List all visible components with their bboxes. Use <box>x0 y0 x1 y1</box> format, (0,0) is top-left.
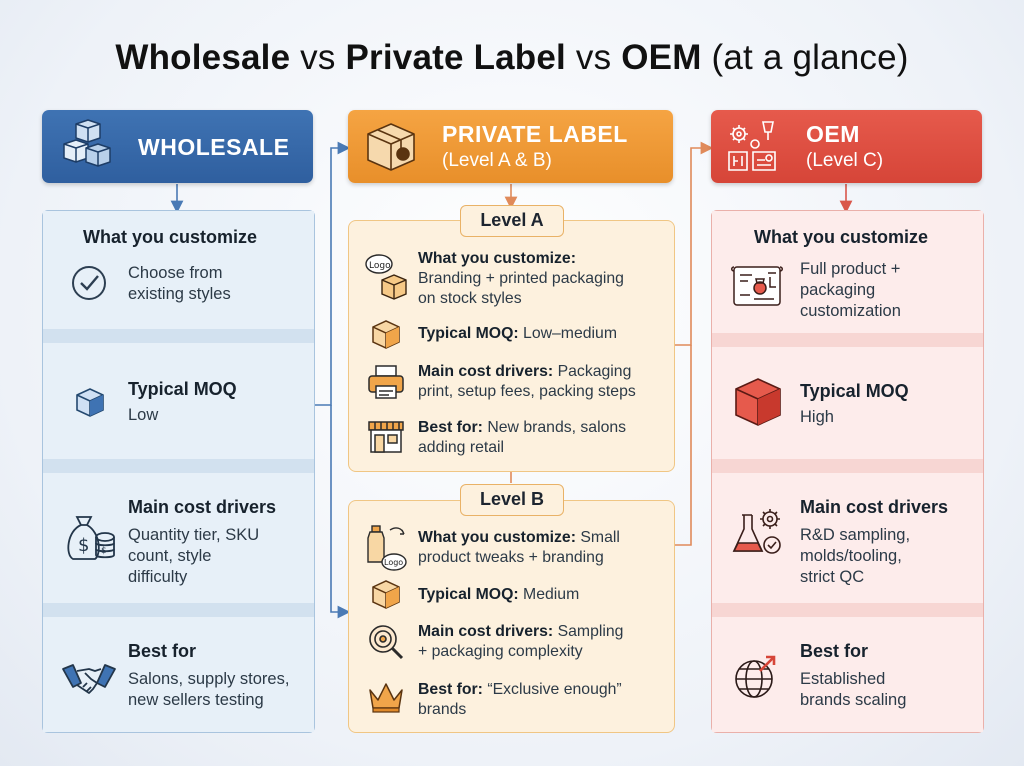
wholesale-to-private-connector <box>313 141 351 406</box>
oem-best-label: Best for <box>800 641 869 661</box>
oem-cost-label: Main cost drivers <box>800 497 949 517</box>
handshake-icon <box>62 664 116 694</box>
wholesale-customize-text: Choose from existing styles <box>128 264 231 303</box>
factory-gears-icon <box>728 121 776 171</box>
oem-header: OEM (Level C) <box>711 110 982 183</box>
branded-box-icon <box>367 123 415 171</box>
level-b-best: Best for: “Exclusive enough” brands <box>418 681 622 718</box>
small-box-icon <box>76 388 104 417</box>
box-icon <box>372 320 400 349</box>
level-b-badge: Level B <box>460 484 564 516</box>
stacked-boxes-icon <box>63 119 111 167</box>
checkmark-circle-icon <box>72 266 106 300</box>
svg-text:$: $ <box>78 535 89 556</box>
bottle-logo-icon: Logo <box>367 525 407 571</box>
level-a-best: Best for: New brands, salons adding reta… <box>418 419 627 456</box>
logo-box-icon: Logo <box>365 254 407 300</box>
svg-text:$: $ <box>101 546 107 556</box>
oem-moq-label: Typical MOQ <box>800 381 909 401</box>
private-label-header-title: PRIVATE LABEL <box>442 121 628 147</box>
wholesale-to-levelb-connector <box>330 405 351 619</box>
level-b-moq: Typical MOQ: Medium <box>418 586 580 603</box>
levelb-to-oem-connector <box>673 345 692 546</box>
oem-customize-text: Full product + packaging customization <box>800 260 901 320</box>
wholesale-cost-label: Main cost drivers <box>128 497 277 517</box>
crown-icon <box>369 683 403 713</box>
blueprint-icon <box>731 266 783 306</box>
oem-moq-section: Typical MOQ High <box>712 347 983 459</box>
storefront-icon <box>368 421 404 453</box>
oem-panel: What you customize Full product + packagi… <box>711 210 984 733</box>
private-to-oem-connector <box>673 141 714 346</box>
level-b-cost: Main cost drivers: Sampling + packaging … <box>418 623 624 660</box>
oem-customize-label: What you customize <box>754 227 929 247</box>
oem-header-subtitle: (Level C) <box>806 150 884 171</box>
svg-text:Logo: Logo <box>369 261 391 271</box>
large-box-icon <box>735 378 781 426</box>
wholesale-best-label: Best for <box>128 641 197 661</box>
printer-icon <box>368 365 404 399</box>
wholesale-header: WHOLESALE <box>42 110 313 183</box>
oem-moq-value: High <box>800 408 834 426</box>
magnifier-target-icon <box>369 625 404 660</box>
page-title: Wholesale vs Private Label vs OEM (at a … <box>115 38 909 77</box>
level-b-panel <box>348 500 675 733</box>
oem-customize-section: What you customize Full product + packagi… <box>712 211 983 333</box>
level-a-cost: Main cost drivers: Packaging print, setu… <box>418 363 636 400</box>
oem-header-title: OEM <box>806 121 860 147</box>
level-a-customize: What you customize: Branding + printed p… <box>418 250 624 307</box>
box-icon <box>372 580 400 609</box>
svg-text:Logo: Logo <box>384 558 403 567</box>
wholesale-cost-section: $ $ Main cost drivers Quantity tier, SKU… <box>43 473 314 603</box>
wholesale-cost-text: Quantity tier, SKU count, style difficulty <box>128 526 260 586</box>
lab-flask-gear-icon <box>732 509 781 554</box>
private-label-header-subtitle: (Level A & B) <box>442 150 552 171</box>
oem-cost-text: R&D sampling, molds/tooling, strict QC <box>800 526 911 586</box>
level-b-customize: What you customize: Small product tweaks… <box>418 529 620 566</box>
wholesale-best-text: Salons, supply stores, new sellers testin… <box>128 670 290 709</box>
wholesale-customize-section: What you customize Choose from existing s… <box>43 211 314 329</box>
money-bag-coins-icon: $ $ <box>67 516 115 560</box>
private-label-header: PRIVATE LABEL (Level A & B) <box>348 110 673 183</box>
globe-growth-icon <box>735 655 776 698</box>
level-a-moq: Typical MOQ: Low–medium <box>418 325 617 342</box>
wholesale-best-section: Best for Salons, supply stores, new selle… <box>43 617 314 732</box>
wholesale-moq-value: Low <box>128 406 159 424</box>
oem-best-section: Best for Established brands scaling <box>712 617 983 732</box>
wholesale-moq-section: Typical MOQ Low <box>43 343 314 459</box>
oem-best-text: Established brands scaling <box>800 670 907 709</box>
wholesale-moq-label: Typical MOQ <box>128 379 237 399</box>
oem-cost-section: Main cost drivers R&D sampling, molds/too… <box>712 473 983 603</box>
wholesale-header-title: WHOLESALE <box>138 134 290 160</box>
wholesale-customize-label: What you customize <box>83 227 258 247</box>
level-a-badge: Level A <box>460 205 564 237</box>
wholesale-panel: What you customize Choose from existing s… <box>42 210 315 733</box>
